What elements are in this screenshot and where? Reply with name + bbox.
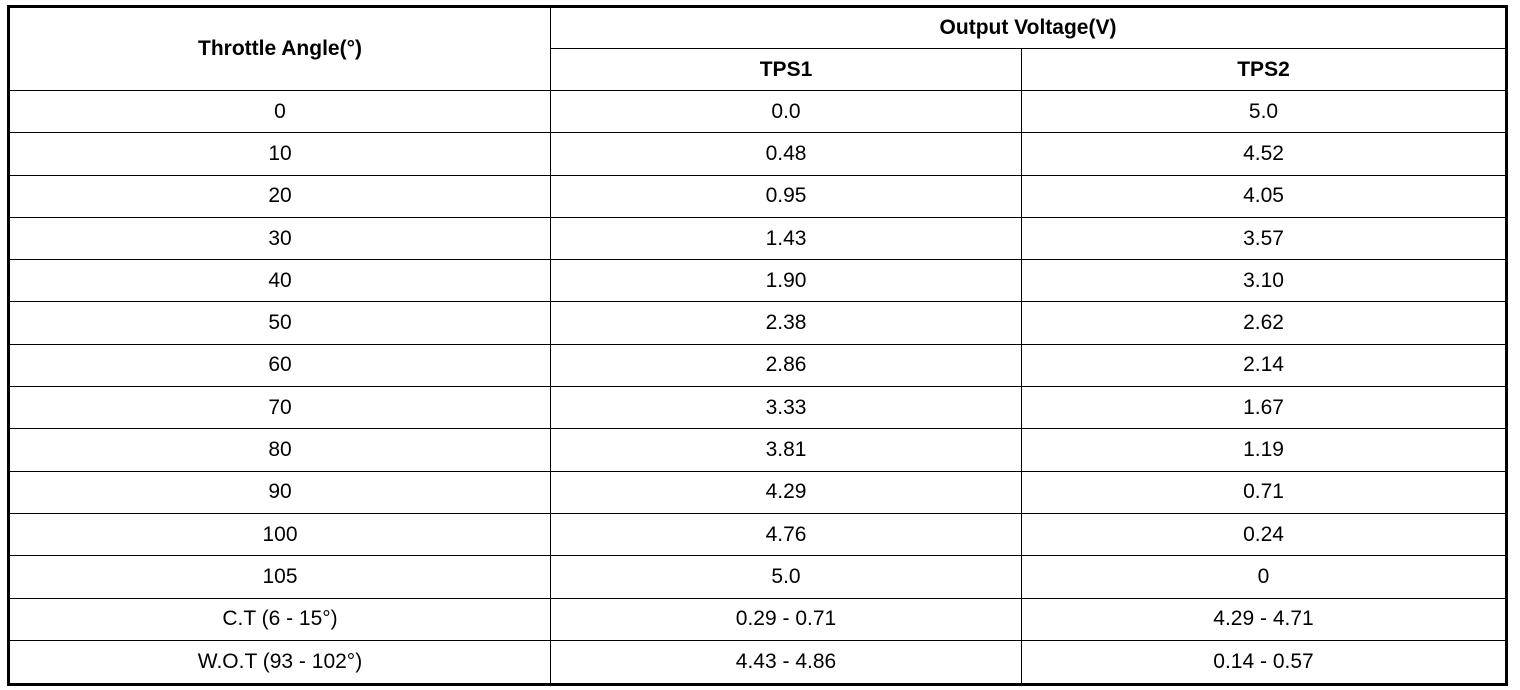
header-cell: TPS2 (1020, 48, 1508, 91)
table-cell: 0.48 (550, 132, 1022, 176)
table-cell: 0.29 - 0.71 (550, 597, 1022, 641)
table-cell: 2.14 (1020, 343, 1508, 388)
table-cell: 100 (8, 512, 551, 557)
table-row: 0 0.0 5.0 (8, 89, 1508, 134)
table-cell: 50 (8, 301, 551, 345)
table-head: Throttle Angle(°) Output Voltage(V) TPS1… (8, 6, 1508, 91)
table-cell: 0 (1020, 555, 1508, 599)
table-row: 50 2.38 2.62 (8, 301, 1508, 345)
table-row: W.O.T (93 - 102°) 4.43 - 4.86 0.14 - 0.57 (8, 639, 1508, 686)
header-cell: TPS1 (550, 48, 1022, 91)
table-cell: 0.95 (550, 174, 1022, 218)
table-cell: 0 (8, 89, 551, 134)
table-cell: 4.29 (550, 470, 1022, 514)
table-cell: 70 (8, 386, 551, 430)
table-cell: 30 (8, 216, 551, 261)
header-row: Throttle Angle(°) Output Voltage(V) (8, 6, 1508, 91)
table-row: 40 1.90 3.10 (8, 259, 1508, 303)
voltage-table: Throttle Angle(°) Output Voltage(V) TPS1… (7, 5, 1509, 686)
table-row: 10 0.48 4.52 (8, 132, 1508, 176)
table-cell: 1.19 (1020, 428, 1508, 472)
table-cell: 10 (8, 132, 551, 176)
table-cell: 90 (8, 470, 551, 514)
table-row: 105 5.0 0 (8, 555, 1508, 599)
table-cell: 0.24 (1020, 512, 1508, 557)
table-row: C.T (6 - 15°) 0.29 - 0.71 4.29 - 4.71 (8, 597, 1508, 641)
table-cell: 0.71 (1020, 470, 1508, 514)
table-cell: 0.14 - 0.57 (1020, 639, 1508, 686)
table-cell: 3.57 (1020, 216, 1508, 261)
table-cell: 105 (8, 555, 551, 599)
table-row: 90 4.29 0.71 (8, 470, 1508, 514)
table-cell: 3.10 (1020, 259, 1508, 303)
table-row: 20 0.95 4.05 (8, 174, 1508, 218)
table-cell: 0.0 (550, 89, 1022, 134)
table-cell: 3.81 (550, 428, 1022, 472)
table-cell: 4.76 (550, 512, 1022, 557)
table-cell: 1.67 (1020, 386, 1508, 430)
header-cell: Throttle Angle(°) (8, 6, 551, 91)
table-cell: 40 (8, 259, 551, 303)
table-cell: 60 (8, 343, 551, 388)
table-row: 60 2.86 2.14 (8, 343, 1508, 388)
table-cell: W.O.T (93 - 102°) (8, 639, 551, 686)
table-row: 30 1.43 3.57 (8, 216, 1508, 261)
table-cell: 80 (8, 428, 551, 472)
table-row: 80 3.81 1.19 (8, 428, 1508, 472)
table-cell: C.T (6 - 15°) (8, 597, 551, 641)
header-row: TPS1 TPS2 (9, 48, 1508, 91)
table-cell: 4.29 - 4.71 (1020, 597, 1508, 641)
table-cell: 1.43 (550, 216, 1022, 261)
table-cell: 5.0 (1020, 89, 1508, 134)
table-row: 70 3.33 1.67 (8, 386, 1508, 430)
table-row: 100 4.76 0.24 (8, 512, 1508, 557)
table-cell: 4.05 (1020, 174, 1508, 218)
table-cell: 2.38 (550, 301, 1022, 345)
table-body: 0 0.0 5.0 10 0.48 4.52 20 0.95 4.05 30 1.43 3.57 40 1… (8, 89, 1508, 686)
table-cell: 3.33 (550, 386, 1022, 430)
table-cell: 2.62 (1020, 301, 1508, 345)
table-cell: 1.90 (550, 259, 1022, 303)
table-cell: 20 (8, 174, 551, 218)
header-cell: Output Voltage(V) (549, 6, 1508, 49)
table-cell: 4.52 (1020, 132, 1508, 176)
table-cell: 4.43 - 4.86 (550, 639, 1022, 686)
table-cell: 2.86 (550, 343, 1022, 388)
table-cell: 5.0 (550, 555, 1022, 599)
